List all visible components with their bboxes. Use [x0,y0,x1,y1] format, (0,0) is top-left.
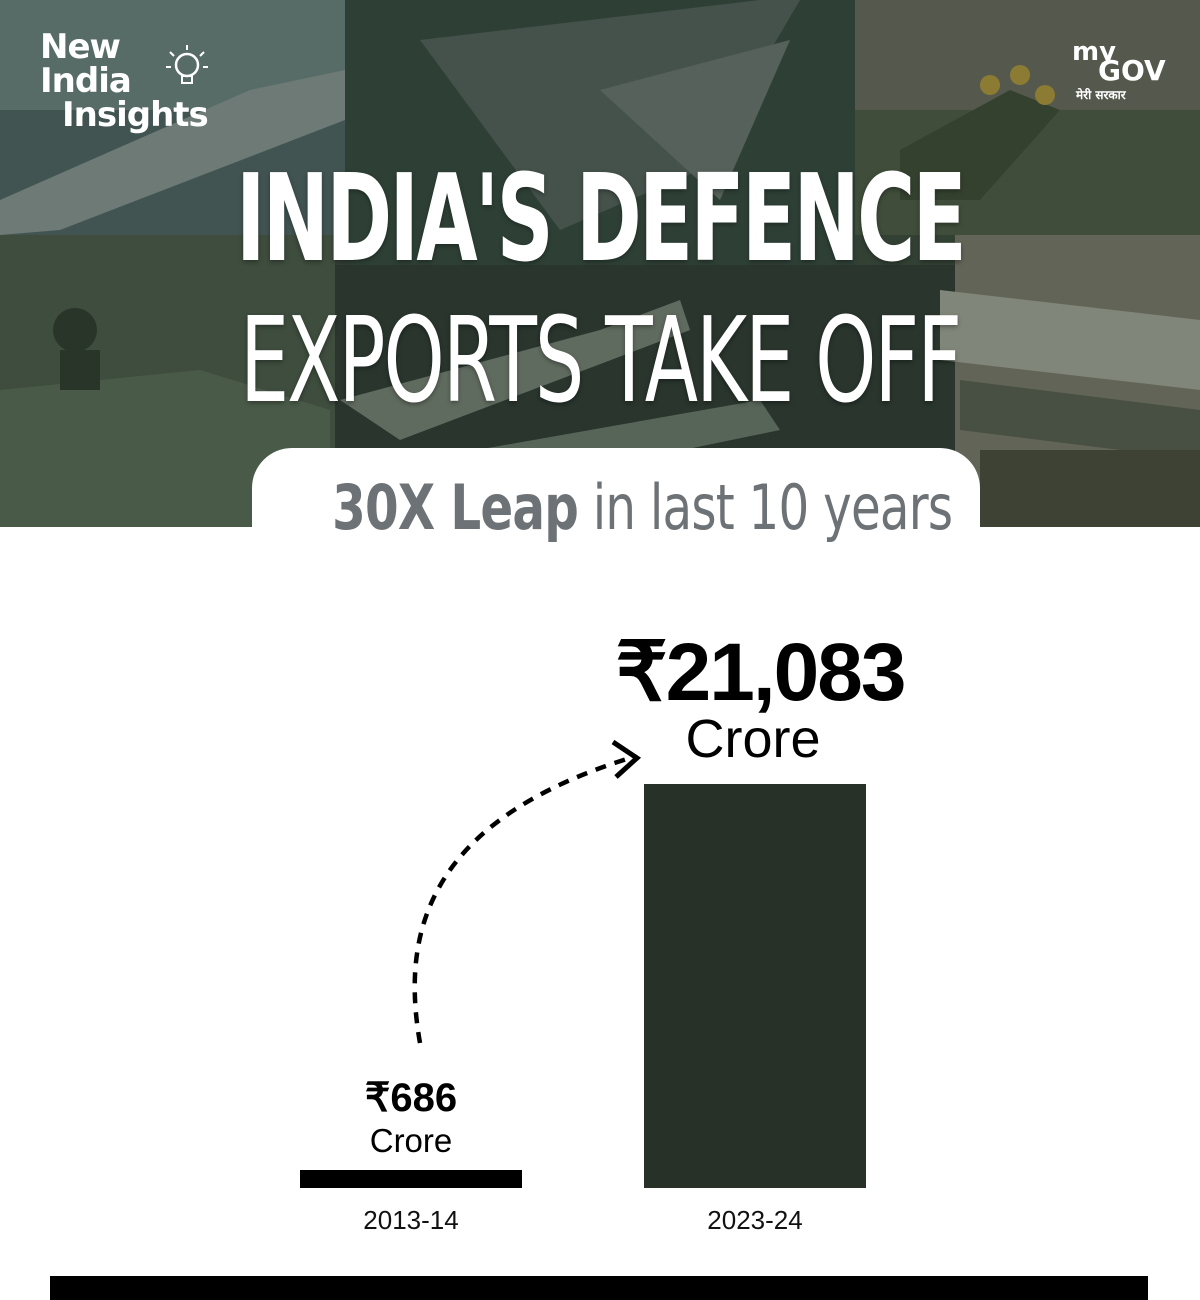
subheadline-pill [252,448,980,558]
value-label-2023-24: ₹21,083 [615,627,907,718]
lightbulb-icon [166,45,208,84]
bar-2023-24 [644,784,866,1188]
mygov-hindi-tagline: मेरी सरकार [1076,88,1126,102]
headline-line1: INDIA'S DEFENCE [235,150,967,289]
unit-label-2013-14: Crore [369,1122,453,1159]
headline-line2: EXPORTS TAKE OFF [239,291,962,429]
logo-line-india: India [40,61,132,101]
mygov-logo: my GOV मेरी सरकार [1072,37,1166,103]
hero-banner: New India Insights my GOV मेरी सरकार IND… [0,0,1200,527]
defence-collage-image [0,0,1200,527]
growth-arrow-dashed [412,755,631,1044]
mygov-gov: GOV [1098,54,1166,87]
growth-arrow-head [611,739,642,779]
category-label-2023-24: 2023-24 [707,1205,803,1235]
logo-line-insights: Insights [62,95,209,135]
mygov-my: my [1072,37,1117,67]
category-label-2013-14: 2013-14 [363,1205,459,1235]
footer-bar [50,1276,1148,1300]
value-label-2013-14: ₹686 [364,1076,458,1120]
bar-2013-14 [300,1170,522,1188]
new-india-insights-logo: New India Insights [40,27,209,135]
subheadline: 30X Leap in last 10 years [332,468,953,548]
logo-line-new: New [40,27,121,67]
subheadline-bold: 30X Leap [332,471,579,544]
exports-bar-chart [300,739,866,1188]
subheadline-rest: in last 10 years [592,471,953,544]
unit-label-2023-24: Crore [685,709,821,769]
